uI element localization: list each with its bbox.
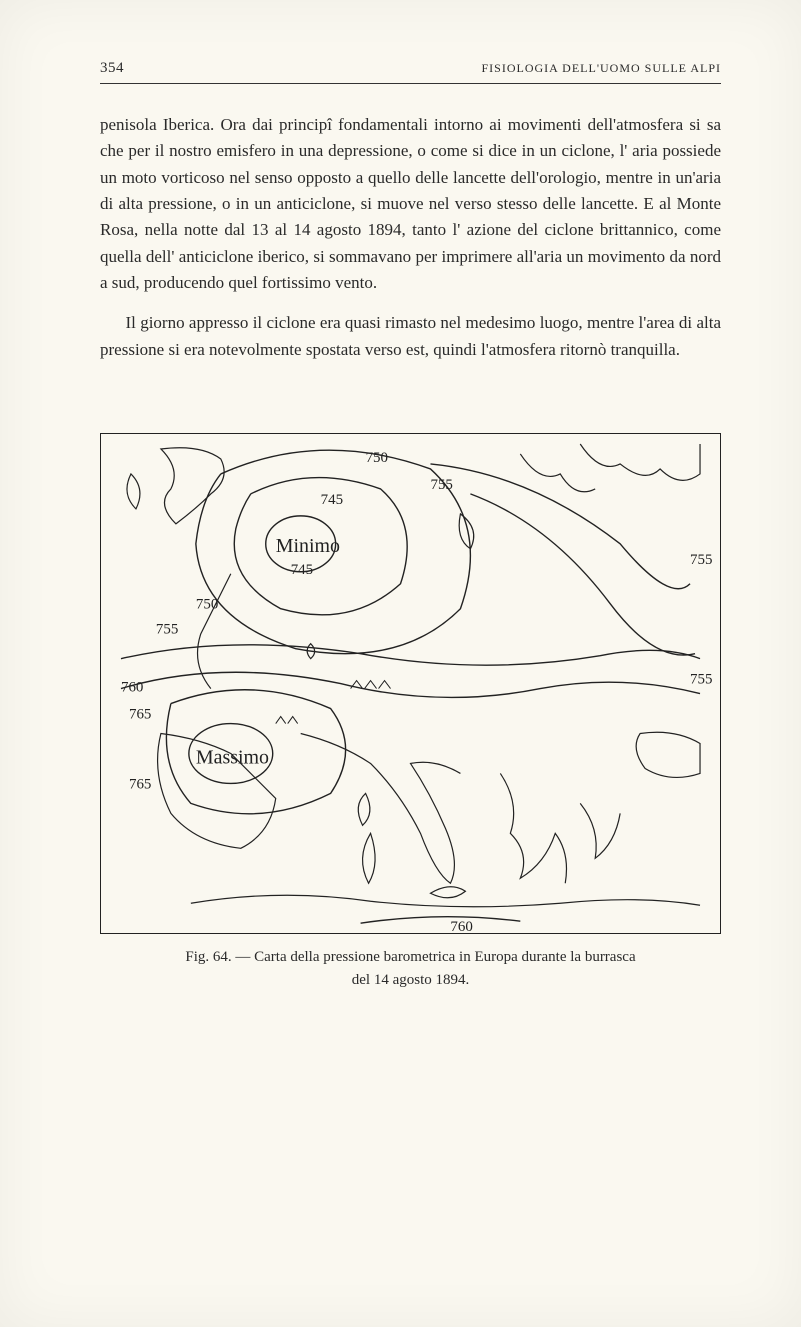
caption-line-1: Fig. 64. — Carta della pressione baromet… — [185, 949, 635, 965]
header-rule — [100, 83, 721, 84]
label-minimo: Minimo — [276, 535, 340, 557]
figure-map: Minimo Massimo 745 745 750 750 755 755 7… — [100, 433, 721, 934]
label-750b: 750 — [196, 597, 218, 613]
label-755d: 755 — [690, 672, 712, 688]
label-massimo: Massimo — [196, 747, 269, 769]
label-755a: 755 — [430, 477, 452, 493]
paragraph-2: Il giorno appresso il ciclone era quasi … — [100, 310, 721, 363]
caption-line-2: del 14 agosto 1894. — [352, 972, 470, 988]
label-760a: 760 — [121, 680, 143, 696]
label-755c: 755 — [156, 622, 178, 638]
page-header: 354 FISIOLOGIA DELL'UOMO SULLE ALPI — [100, 60, 721, 77]
figure-caption: Fig. 64. — Carta della pressione baromet… — [100, 946, 721, 991]
running-head: FISIOLOGIA DELL'UOMO SULLE ALPI — [482, 61, 722, 76]
map-svg: Minimo Massimo 745 745 750 750 755 755 7… — [101, 434, 720, 933]
label-745a: 745 — [321, 492, 343, 508]
paragraph-1: penisola Iberica. Ora dai principî fonda… — [100, 112, 721, 296]
label-745b: 745 — [291, 562, 313, 578]
paragraph-1-text: penisola Iberica. Ora dai principî fonda… — [100, 115, 721, 292]
label-765a: 765 — [129, 707, 151, 723]
page-number: 354 — [100, 60, 124, 77]
label-760b: 760 — [450, 919, 472, 933]
paragraph-2-text: Il giorno appresso il ciclone era quasi … — [100, 313, 721, 358]
label-765b: 765 — [129, 777, 151, 793]
page: 354 FISIOLOGIA DELL'UOMO SULLE ALPI peni… — [0, 0, 801, 1327]
label-755b: 755 — [690, 552, 712, 568]
label-750a: 750 — [366, 450, 388, 466]
